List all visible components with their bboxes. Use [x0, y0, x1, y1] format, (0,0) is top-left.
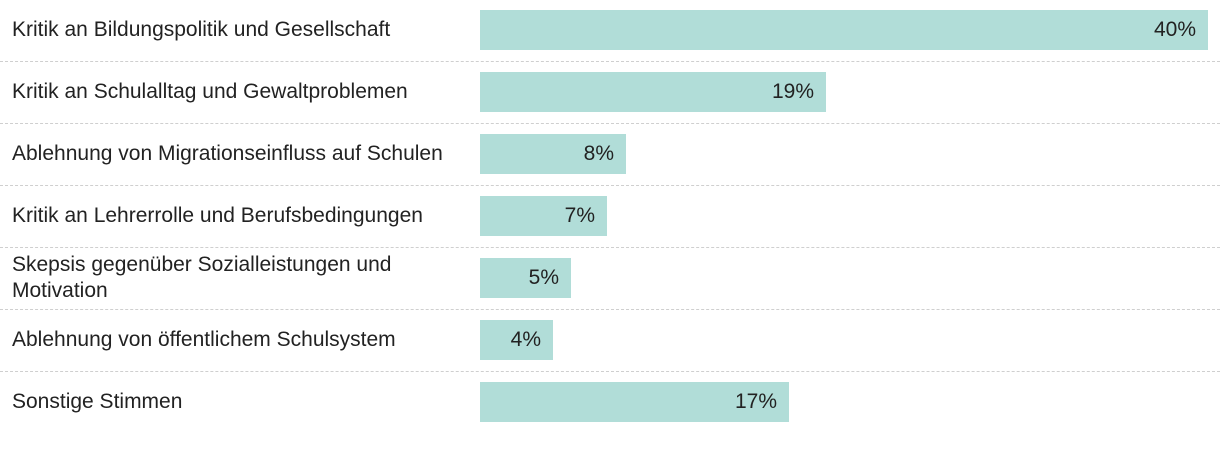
- category-label: Kritik an Bildungspolitik und Gesellscha…: [12, 18, 391, 41]
- bar: 40%: [480, 10, 1208, 50]
- row-divider: [0, 309, 1220, 310]
- bar: 17%: [480, 382, 789, 422]
- bar-value-label: 7%: [564, 204, 595, 227]
- category-label: Ablehnung von Migrationseinfluss auf Sch…: [12, 142, 443, 165]
- bar-value-label: 19%: [771, 80, 814, 103]
- row-divider: [0, 247, 1220, 248]
- bar: 4%: [480, 320, 553, 360]
- bar-row: Kritik an Schulalltag und Gewaltprobleme…: [0, 72, 1220, 112]
- bar: 19%: [480, 72, 826, 112]
- bar-row: Ablehnung von öffentlichem Schulsystem 4%: [0, 320, 1220, 360]
- bar: 7%: [480, 196, 607, 236]
- category-label: Kritik an Lehrerrolle und Berufsbedingun…: [12, 204, 423, 227]
- bar: 8%: [480, 134, 626, 174]
- bar: 5%: [480, 258, 571, 298]
- category-label: Skepsis gegenüber Sozialleistungen und M…: [12, 253, 392, 302]
- bar-row: Kritik an Lehrerrolle und Berufsbedingun…: [0, 196, 1220, 236]
- bar-row: Skepsis gegenüber Sozialleistungen und M…: [0, 253, 1220, 302]
- category-label: Sonstige Stimmen: [12, 390, 183, 413]
- category-label: Ablehnung von öffentlichem Schulsystem: [12, 328, 396, 351]
- bar-value-label: 8%: [583, 142, 614, 165]
- bar-value-label: 4%: [510, 328, 541, 351]
- bar-value-label: 5%: [528, 266, 559, 289]
- bar-value-label: 40%: [1153, 18, 1196, 41]
- bar-row: Ablehnung von Migrationseinfluss auf Sch…: [0, 134, 1220, 174]
- category-label: Kritik an Schulalltag und Gewaltprobleme…: [12, 80, 408, 103]
- row-divider: [0, 123, 1220, 124]
- bar-row: Sonstige Stimmen 17%: [0, 382, 1220, 422]
- row-divider: [0, 185, 1220, 186]
- row-divider: [0, 371, 1220, 372]
- row-divider: [0, 61, 1220, 62]
- bar-value-label: 17%: [734, 390, 777, 413]
- bar-row: Kritik an Bildungspolitik und Gesellscha…: [0, 10, 1220, 50]
